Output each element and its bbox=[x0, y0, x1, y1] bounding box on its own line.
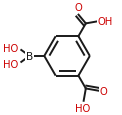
Text: HO: HO bbox=[75, 103, 90, 113]
Text: B: B bbox=[26, 52, 33, 61]
Text: HO: HO bbox=[3, 59, 18, 69]
Text: O: O bbox=[75, 3, 82, 13]
Text: O: O bbox=[99, 86, 107, 96]
Text: HO: HO bbox=[3, 44, 18, 54]
Text: OH: OH bbox=[98, 17, 113, 27]
